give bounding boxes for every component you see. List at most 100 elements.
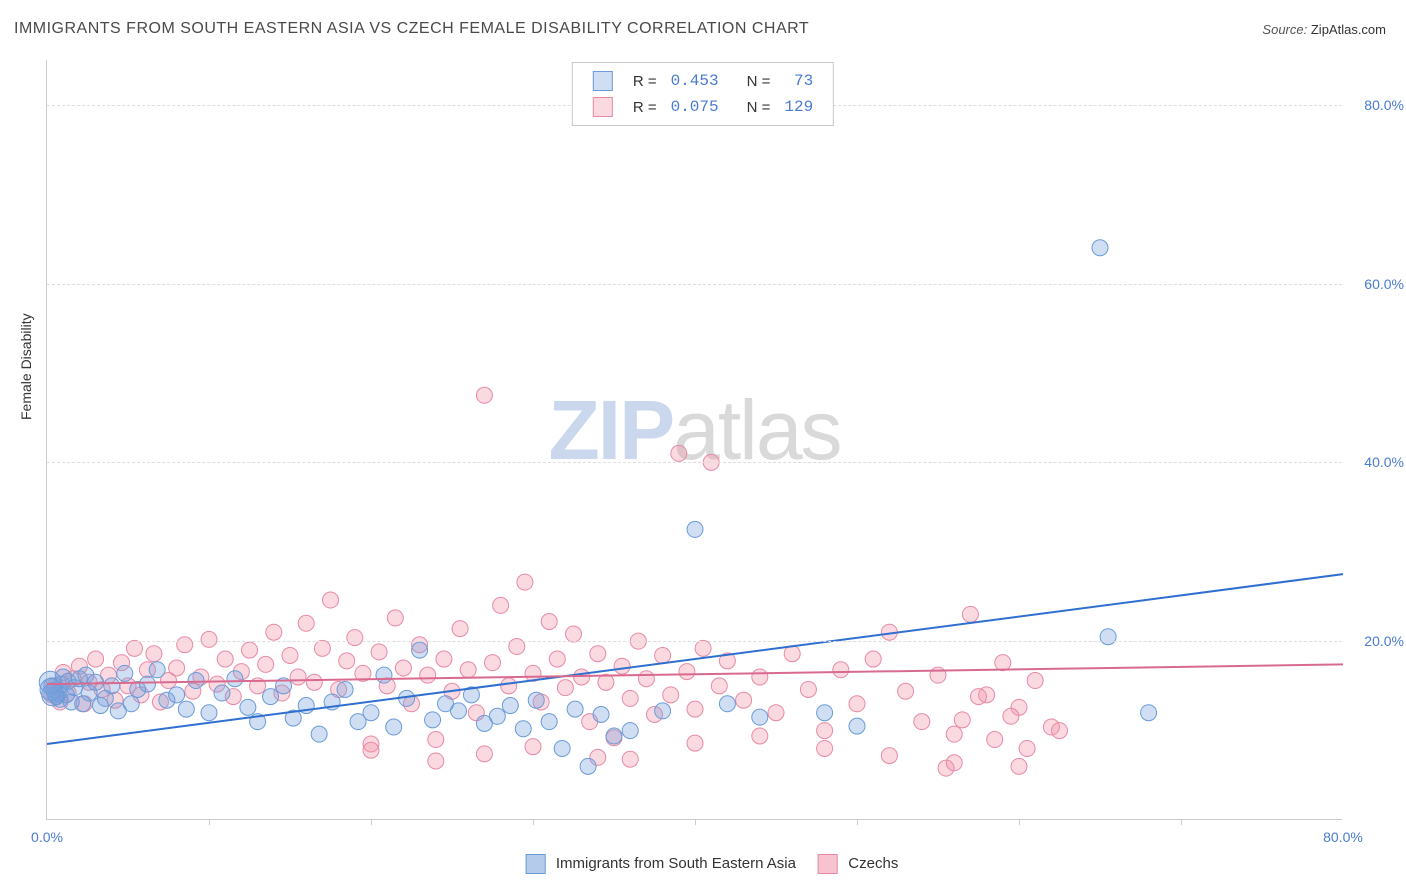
data-point [347,630,363,646]
data-point [104,678,120,694]
data-point [593,706,609,722]
data-point [768,705,784,721]
r-value-0: 0.453 [665,69,725,93]
data-point [784,646,800,662]
data-point [214,685,230,701]
data-point [1019,740,1035,756]
data-point [517,574,533,590]
data-point [736,692,752,708]
n-value-0: 73 [778,69,819,93]
data-point [719,696,735,712]
data-point [339,653,355,669]
data-point [914,714,930,730]
data-point [817,705,833,721]
data-point [849,718,865,734]
data-point [460,662,476,678]
data-point [311,726,327,742]
data-point [420,667,436,683]
data-point [217,651,233,667]
data-point [679,664,695,680]
data-point [1003,708,1019,724]
data-point [227,671,243,687]
data-point [363,705,379,721]
data-point [687,701,703,717]
series-label-0: Immigrants from South Eastern Asia [556,855,796,872]
data-point [177,637,193,653]
data-point [995,655,1011,671]
x-minor-tick [533,819,534,825]
data-point [493,597,509,613]
data-point [663,687,679,703]
data-point [566,626,582,642]
data-point [387,610,403,626]
data-point [655,703,671,719]
data-point [865,651,881,667]
data-point [614,658,630,674]
y-tick-label: 40.0% [1364,454,1404,470]
data-point [363,742,379,758]
data-point [849,696,865,712]
correlation-row-1: R = 0.075 N = 129 [587,95,819,119]
y-tick-label: 20.0% [1364,633,1404,649]
chart-plot-area: ZIPatlas 20.0%40.0%60.0%80.0%0.0%80.0% [46,60,1342,820]
data-point [622,751,638,767]
x-minor-tick [695,819,696,825]
swatch-series-0 [593,71,613,91]
data-point [242,642,258,658]
data-point [428,753,444,769]
data-point [557,680,573,696]
data-point [946,755,962,771]
data-point [1100,629,1116,645]
data-point [833,662,849,678]
data-point [412,642,428,658]
correlation-row-0: R = 0.453 N = 73 [587,69,819,93]
data-point [695,640,711,656]
x-tick-label: 0.0% [31,829,63,845]
n-value-1: 129 [778,95,819,119]
data-point [306,674,322,690]
data-point [139,676,155,692]
data-point [817,723,833,739]
data-point [371,644,387,660]
data-point [711,678,727,694]
data-point [240,699,256,715]
data-point [549,651,565,667]
swatch-bottom-0 [526,854,546,874]
data-point [971,689,987,705]
gridline [47,641,1342,642]
data-point [687,521,703,537]
correlation-legend: R = 0.453 N = 73 R = 0.075 N = 129 [572,62,834,126]
data-point [290,669,306,685]
series-legend: Immigrants from South Eastern Asia Czech… [508,854,899,874]
data-point [450,703,466,719]
data-point [376,667,392,683]
r-value-1: 0.075 [665,95,725,119]
gridline [47,462,1342,463]
data-point [598,674,614,690]
data-point [298,615,314,631]
data-point [881,748,897,764]
data-point [541,614,557,630]
data-point [436,651,452,667]
data-point [752,669,768,685]
r-label-0: R = [627,69,663,93]
data-point [898,683,914,699]
scatter-svg [47,60,1342,819]
data-point [88,651,104,667]
data-point [817,740,833,756]
data-point [258,656,274,672]
data-point [201,705,217,721]
data-point [515,721,531,737]
data-point [1052,723,1068,739]
data-point [1092,240,1108,256]
data-point [800,681,816,697]
correlation-table: R = 0.453 N = 73 R = 0.075 N = 129 [585,67,821,121]
data-point [954,712,970,728]
data-point [502,698,518,714]
data-point [386,719,402,735]
data-point [266,624,282,640]
x-minor-tick [1019,819,1020,825]
data-point [149,662,165,678]
data-point [752,709,768,725]
data-point [655,647,671,663]
